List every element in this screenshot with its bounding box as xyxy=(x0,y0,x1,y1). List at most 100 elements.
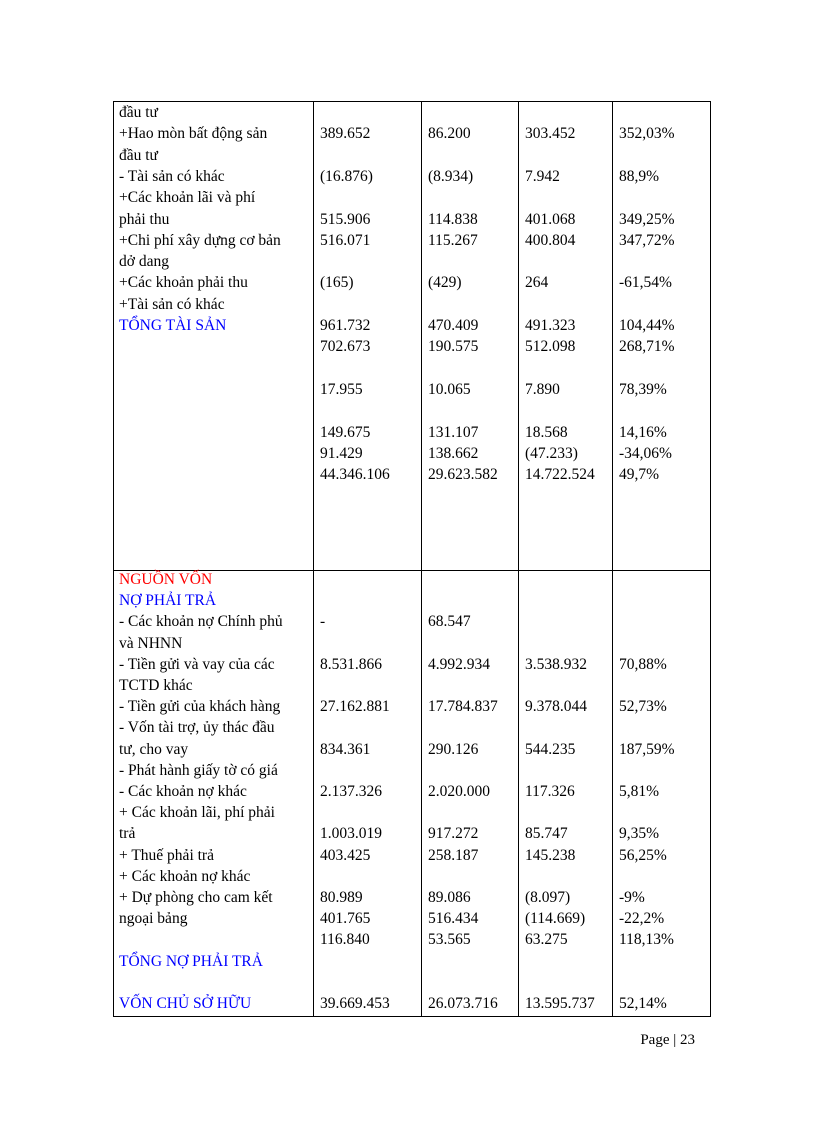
row-label: - Tiền gửi của khách hàng xyxy=(119,698,281,716)
cell-value: 516.434 xyxy=(428,910,479,928)
cell-value: 86.200 xyxy=(428,125,471,143)
cell-value: 68.547 xyxy=(428,613,471,631)
row-label: TỔNG TÀI SẢN xyxy=(119,317,227,334)
cell-value: 303.452 xyxy=(525,125,576,143)
row-label: tư, cho vay xyxy=(119,740,189,758)
cell-value: 115.267 xyxy=(428,231,478,249)
cell-value: 49,7% xyxy=(619,466,660,484)
cell-value: (165) xyxy=(320,274,354,292)
cell-value: 702.673 xyxy=(320,338,371,356)
cell-value: 116.840 xyxy=(320,931,370,949)
cell-value: 7.942 xyxy=(525,167,560,185)
cell-value: 544.235 xyxy=(525,740,576,758)
cell-value: 118,13% xyxy=(619,931,674,949)
row-label: + Thuế phải trả xyxy=(119,846,214,864)
row-label: TỔNG NỢ PHẢI TRẢ xyxy=(119,952,263,970)
cell-value: (114.669) xyxy=(525,910,586,928)
cell-value: 14,16% xyxy=(619,423,667,441)
cell-value: 187,59% xyxy=(619,740,675,758)
cell-value: 258.187 xyxy=(428,846,479,864)
cell-value: 89.086 xyxy=(428,889,471,906)
cell-value: 264 xyxy=(525,274,549,292)
row-label: đầu tư xyxy=(119,104,158,121)
cell-value: 401.765 xyxy=(320,910,371,928)
row-label: TCTD khác xyxy=(119,677,193,694)
table-border xyxy=(113,1016,711,1017)
row-label: NỢ PHẢI TRẢ xyxy=(119,592,217,610)
cell-value: 131.107 xyxy=(428,423,479,441)
cell-value: 515.906 xyxy=(320,210,371,228)
table-border xyxy=(313,101,314,1017)
cell-value: 470.409 xyxy=(428,317,479,334)
cell-value: -22,2% xyxy=(619,910,665,928)
cell-value: 27.162.881 xyxy=(320,698,390,716)
cell-value: 85.747 xyxy=(525,825,568,843)
table-border xyxy=(710,101,711,1017)
cell-value: 88,9% xyxy=(619,167,660,185)
table-border xyxy=(518,101,519,1017)
row-label: đầu tư xyxy=(119,146,158,164)
row-label: trả xyxy=(119,825,136,843)
cell-value: 190.575 xyxy=(428,338,479,356)
cell-value: 56,25% xyxy=(619,846,667,864)
cell-value: 5,81% xyxy=(619,783,660,800)
cell-value: 7.890 xyxy=(525,380,560,398)
cell-value: 17.784.837 xyxy=(428,698,498,716)
cell-value: 18.568 xyxy=(525,423,568,441)
cell-value: 400.804 xyxy=(525,231,576,249)
cell-value: 352,03% xyxy=(619,125,675,143)
cell-value: 26.073.716 xyxy=(428,995,498,1012)
cell-value: 17.955 xyxy=(320,380,363,398)
cell-value: (47.233) xyxy=(525,444,578,462)
cell-value: -34,06% xyxy=(619,444,672,462)
row-label: phải thu xyxy=(119,210,170,228)
row-label: +Tài sản có khác xyxy=(119,295,225,313)
cell-value: 8.531.866 xyxy=(320,655,382,673)
cell-value: 290.126 xyxy=(428,740,479,758)
cell-value: 347,72% xyxy=(619,231,675,249)
row-label: +Hao mòn bất động sản xyxy=(119,125,268,143)
cell-value: 70,88% xyxy=(619,655,667,673)
cell-value: 389.652 xyxy=(320,125,371,143)
cell-value: 512.098 xyxy=(525,338,576,356)
cell-value: -9% xyxy=(619,889,645,906)
cell-value: 63.275 xyxy=(525,931,568,949)
row-label: và NHNN xyxy=(119,634,183,652)
cell-value: 4.992.934 xyxy=(428,655,490,673)
row-label: + Dự phòng cho cam kết xyxy=(119,889,273,906)
cell-value: 52,73% xyxy=(619,698,667,716)
cell-value: 78,39% xyxy=(619,380,667,398)
row-label: + Các khoản nợ khác xyxy=(119,867,251,885)
row-label: - Phát hành giấy tờ có giá xyxy=(119,761,278,779)
row-label: - Các khoản nợ Chính phủ xyxy=(119,613,283,631)
cell-value: 349,25% xyxy=(619,210,675,228)
cell-value: -61,54% xyxy=(619,274,672,292)
cell-value: 268,71% xyxy=(619,338,675,356)
row-label: +Các khoản lãi và phí xyxy=(119,189,256,207)
cell-value: 917.272 xyxy=(428,825,479,843)
cell-value: 39.669.453 xyxy=(320,995,390,1012)
row-label: - Tài sản có khác xyxy=(119,167,225,185)
cell-value: 52,14% xyxy=(619,995,667,1012)
cell-value: 44.346.106 xyxy=(320,466,390,484)
cell-value: 10.065 xyxy=(428,380,471,398)
cell-value: 149.675 xyxy=(320,423,371,441)
row-label: - Các khoản nợ khác xyxy=(119,783,247,800)
cell-value: (8.934) xyxy=(428,167,474,185)
cell-value: 14.722.524 xyxy=(525,466,595,484)
row-label: - Vốn tài trợ, ủy thác đầu xyxy=(119,719,275,737)
row-label: + Các khoản lãi, phí phải xyxy=(119,804,275,822)
row-label: VỐN CHỦ SỞ HỮU xyxy=(119,995,252,1012)
cell-value: 2.020.000 xyxy=(428,783,490,800)
cell-value: - xyxy=(320,613,326,631)
cell-value: 2.137.326 xyxy=(320,783,382,800)
cell-value: 104,44% xyxy=(619,317,675,334)
row-label: ngoại bảng xyxy=(119,910,188,928)
cell-value: 145.238 xyxy=(525,846,576,864)
cell-value: 80.989 xyxy=(320,889,363,906)
cell-value: 3.538.932 xyxy=(525,655,587,673)
cell-value: 403.425 xyxy=(320,846,371,864)
cell-value: 1.003.019 xyxy=(320,825,382,843)
row-label: NGUỒN VỐN xyxy=(119,571,213,588)
